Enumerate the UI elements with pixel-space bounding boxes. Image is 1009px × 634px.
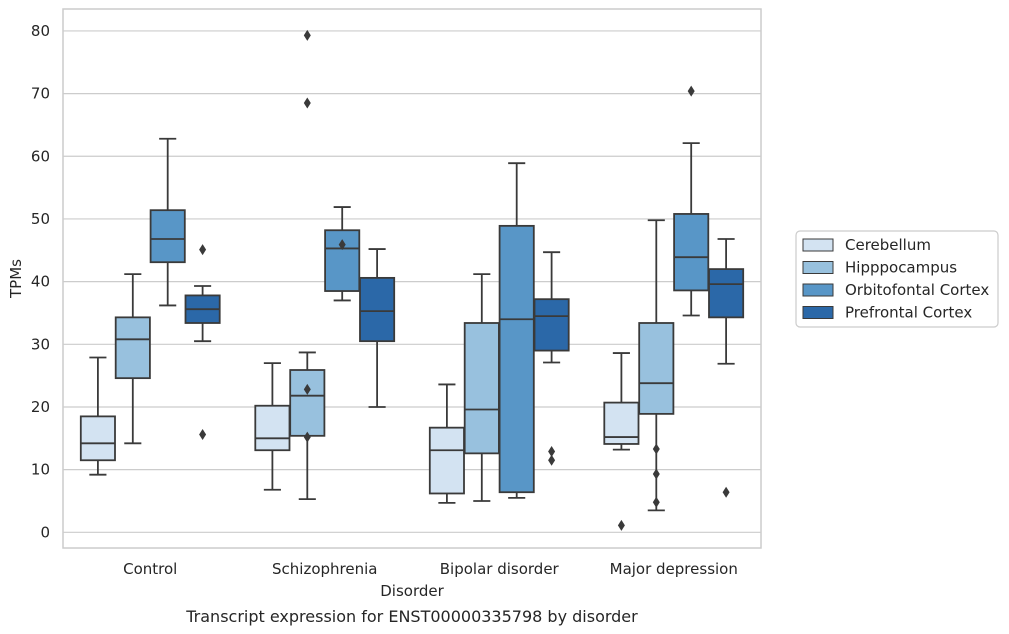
y-tick-label: 70 <box>31 85 50 103</box>
box-group <box>428 383 465 504</box>
y-tick-label: 20 <box>31 398 50 416</box>
legend-label: Hipppocampus <box>845 259 957 277</box>
box-group <box>114 273 151 445</box>
x-tick-label: Schizophrenia <box>272 560 377 578</box>
legend-swatch <box>802 306 834 319</box>
y-tick-label: 10 <box>31 461 50 479</box>
box-group <box>359 248 396 408</box>
box <box>673 213 710 292</box>
legend-swatch <box>802 238 834 252</box>
box-group <box>533 251 570 466</box>
outlier-point <box>652 443 660 455</box>
box <box>359 276 396 343</box>
outlier-point <box>338 239 346 251</box>
outlier-point <box>617 519 625 531</box>
box <box>708 268 745 319</box>
box-group <box>498 162 535 499</box>
legend-label: Orbitofontal Cortex <box>845 281 989 299</box>
box-group <box>289 29 326 501</box>
outlier-point <box>303 383 311 395</box>
outlier-point <box>199 244 207 256</box>
outlier-point <box>652 468 660 480</box>
y-axis-label: TPMs <box>7 259 25 299</box>
x-tick-labels: Control Schizophrenia Bipolar disorder Majo… <box>123 560 738 578</box>
box-group <box>638 219 675 512</box>
outlier-point <box>652 496 660 508</box>
box-group <box>708 238 745 498</box>
box <box>463 322 500 455</box>
legend-label: Cerebellum <box>845 236 931 254</box>
x-axis-label: Disorder <box>380 582 444 600</box>
box <box>289 369 326 437</box>
box <box>79 415 116 462</box>
box <box>533 298 570 352</box>
chart-caption: Transcript expression for ENST0000033579… <box>185 607 638 626</box>
outlier-point <box>548 454 556 466</box>
outlier-point <box>303 29 311 41</box>
outlier-point <box>548 445 556 457</box>
legend-swatch <box>802 283 834 297</box>
boxes-layer <box>79 29 745 531</box>
box-group <box>463 273 500 502</box>
y-tick-labels: 0 10 20 30 40 50 60 70 80 <box>31 22 50 541</box>
outlier-point <box>303 97 311 109</box>
outlier-point <box>199 429 207 441</box>
y-tick-label: 0 <box>40 523 50 541</box>
box-group <box>79 356 116 476</box>
box <box>498 224 535 494</box>
box-group <box>184 244 221 441</box>
y-tick-label: 30 <box>31 335 50 353</box>
outlier-point <box>687 85 695 97</box>
box-group <box>673 85 710 317</box>
y-tick-label: 50 <box>31 210 50 228</box>
legend: Cerebellum Hipppocampus Orbitofontal Corte… <box>795 230 999 328</box>
y-tick-label: 40 <box>31 273 50 291</box>
box-group <box>254 362 291 491</box>
plot-frame <box>62 8 762 549</box>
legend-label: Prefrontal Cortex <box>845 304 972 322</box>
box-group <box>603 352 640 531</box>
box-group <box>149 137 186 307</box>
x-tick-label: Bipolar disorder <box>440 560 560 578</box>
y-tick-label: 60 <box>31 147 50 165</box>
box <box>114 316 151 380</box>
x-tick-label: Control <box>123 560 177 578</box>
y-tick-label: 80 <box>31 22 50 40</box>
box <box>638 322 675 415</box>
legend-frame <box>795 230 999 328</box>
x-tick-label: Major depression <box>610 560 738 578</box>
outlier-point <box>303 431 311 443</box>
box-group <box>324 206 361 302</box>
box <box>149 209 186 264</box>
outlier-point <box>722 486 730 498</box>
legend-swatch <box>802 261 834 274</box>
box <box>428 426 465 495</box>
box <box>254 404 291 452</box>
